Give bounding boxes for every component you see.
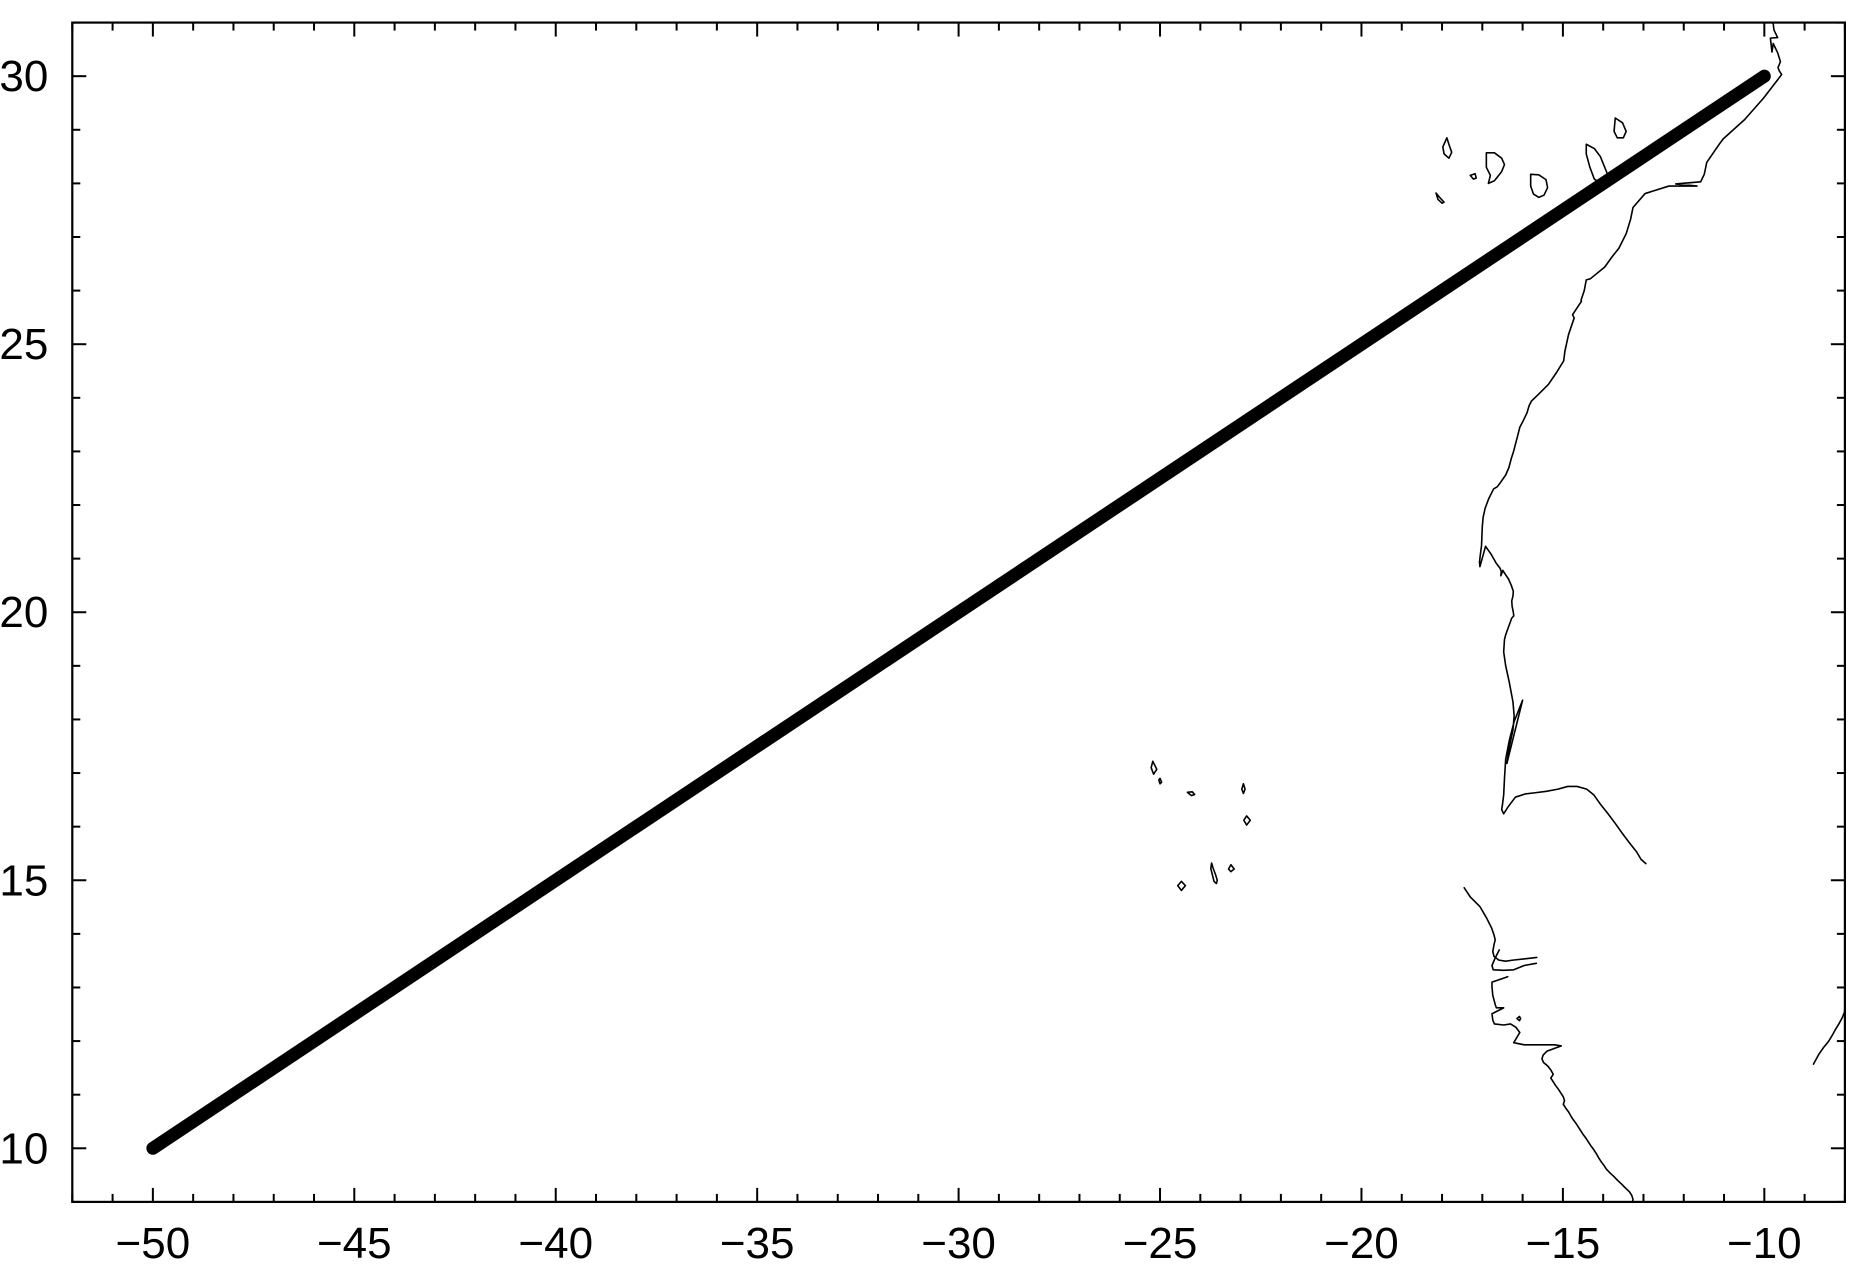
svg-text:−50: −50 — [116, 1219, 191, 1263]
svg-text:−45: −45 — [317, 1219, 392, 1263]
svg-text:25: 25 — [0, 320, 48, 369]
svg-text:−10: −10 — [1727, 1219, 1802, 1263]
svg-text:10: 10 — [0, 1124, 48, 1173]
svg-text:20: 20 — [0, 588, 48, 637]
svg-text:−20: −20 — [1324, 1219, 1399, 1263]
svg-text:−30: −30 — [921, 1219, 996, 1263]
svg-text:−15: −15 — [1526, 1219, 1601, 1263]
svg-text:−40: −40 — [518, 1219, 593, 1263]
svg-text:15: 15 — [0, 856, 48, 905]
svg-text:−35: −35 — [720, 1219, 795, 1263]
svg-text:30: 30 — [0, 52, 48, 101]
svg-text:−25: −25 — [1123, 1219, 1198, 1263]
